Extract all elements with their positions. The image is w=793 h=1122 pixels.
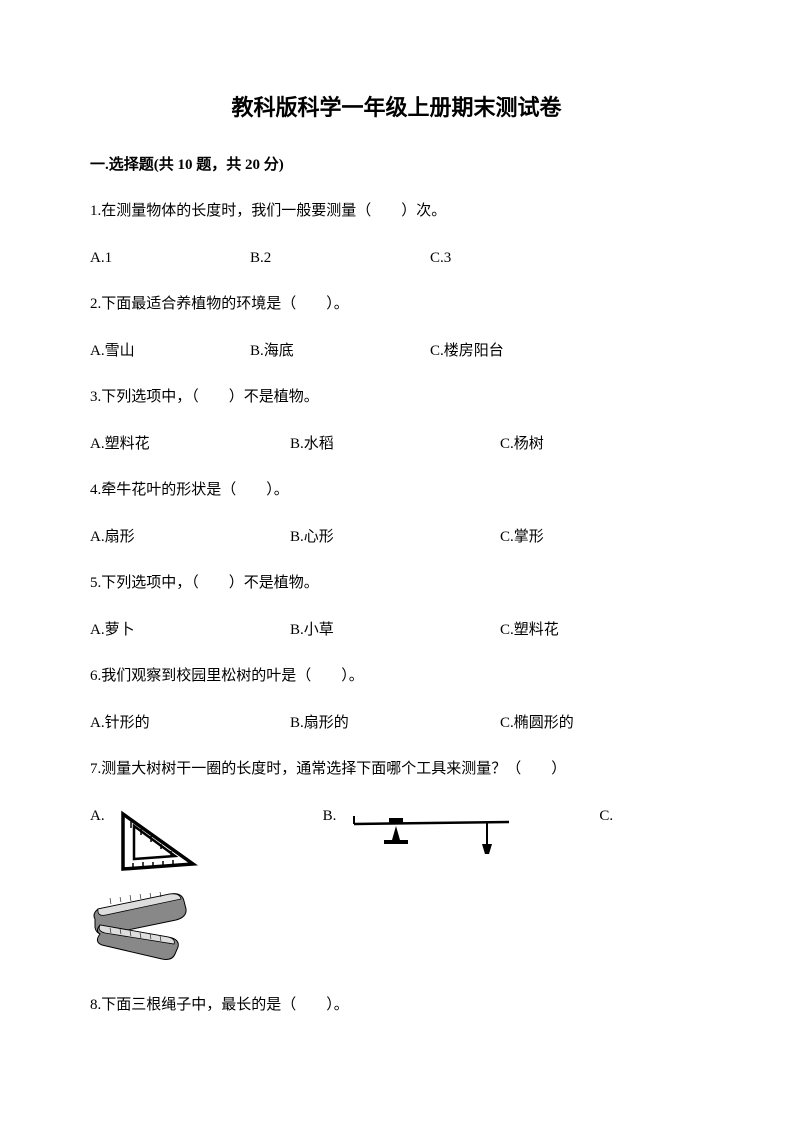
q7-option-c-label: C. bbox=[599, 804, 613, 828]
question-3: 3.下列选项中，（ ）不是植物。 bbox=[90, 381, 703, 414]
q6-option-a: A.针形的 bbox=[90, 711, 290, 735]
q3-option-a: A.塑料花 bbox=[90, 432, 290, 456]
question-6-options: A.针形的 B.扇形的 C.椭圆形的 bbox=[90, 711, 703, 735]
tape-measure-icon bbox=[90, 889, 703, 964]
q7-option-b-label: B. bbox=[323, 804, 337, 828]
q3-option-c: C.杨树 bbox=[500, 432, 703, 456]
q5-option-a: A.萝卜 bbox=[90, 618, 290, 642]
q4-option-a: A.扇形 bbox=[90, 525, 290, 549]
question-3-options: A.塑料花 B.水稻 C.杨树 bbox=[90, 432, 703, 456]
question-1: 1.在测量物体的长度时，我们一般要测量（ ）次。 bbox=[90, 195, 703, 228]
q6-option-c: C.椭圆形的 bbox=[500, 711, 703, 735]
question-5-options: A.萝卜 B.小草 C.塑料花 bbox=[90, 618, 703, 642]
page-title: 教科版科学一年级上册期末测试卷 bbox=[90, 90, 703, 125]
q5-option-b: B.小草 bbox=[290, 618, 500, 642]
q2-option-c: C.楼房阳台 bbox=[430, 339, 703, 363]
q1-option-a: A.1 bbox=[90, 246, 250, 270]
q7-option-a-label: A. bbox=[90, 804, 105, 828]
q4-option-b: B.心形 bbox=[290, 525, 500, 549]
q1-option-c: C.3 bbox=[430, 246, 703, 270]
balance-scale-icon bbox=[344, 804, 524, 864]
question-6: 6.我们观察到校园里松树的叶是（ ）。 bbox=[90, 660, 703, 693]
question-7: 7.测量大树树干一圈的长度时，通常选择下面哪个工具来测量？（ ） bbox=[90, 753, 703, 786]
question-4-options: A.扇形 B.心形 C.掌形 bbox=[90, 525, 703, 549]
question-7-options: A. B. C. bbox=[90, 804, 703, 879]
question-2: 2.下面最适合养植物的环境是（ ）。 bbox=[90, 288, 703, 321]
q6-option-b: B.扇形的 bbox=[290, 711, 500, 735]
question-4: 4.牵牛花叶的形状是（ ）。 bbox=[90, 474, 703, 507]
q5-option-c: C.塑料花 bbox=[500, 618, 703, 642]
section-header: 一.选择题(共 10 题，共 20 分) bbox=[90, 153, 703, 177]
q3-option-b: B.水稻 bbox=[290, 432, 500, 456]
question-5: 5.下列选项中，（ ）不是植物。 bbox=[90, 567, 703, 600]
question-8: 8.下面三根绳子中，最长的是（ ）。 bbox=[90, 989, 703, 1022]
triangle-ruler-icon bbox=[113, 804, 208, 879]
question-1-options: A.1 B.2 C.3 bbox=[90, 246, 703, 270]
q2-option-a: A.雪山 bbox=[90, 339, 250, 363]
q1-option-b: B.2 bbox=[250, 246, 430, 270]
q4-option-c: C.掌形 bbox=[500, 525, 703, 549]
question-2-options: A.雪山 B.海底 C.楼房阳台 bbox=[90, 339, 703, 363]
q2-option-b: B.海底 bbox=[250, 339, 430, 363]
